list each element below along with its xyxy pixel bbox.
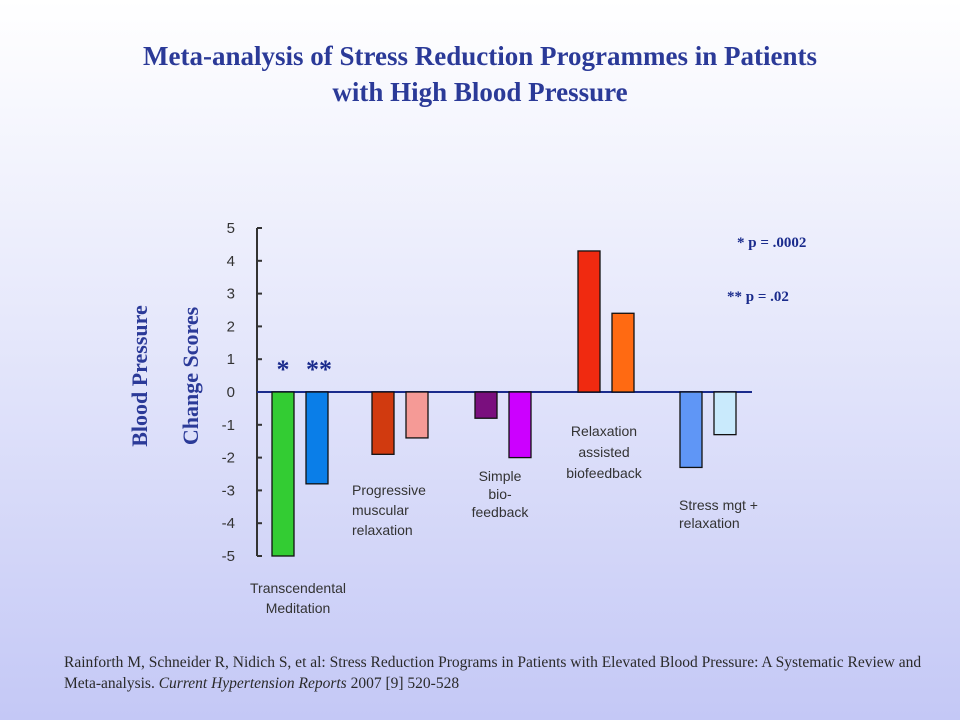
y-axis-label-line: Blood Pressure (127, 305, 152, 447)
group-label-line: feedback (472, 504, 530, 520)
group-label-line: biofeedback (566, 465, 643, 481)
citation: Rainforth M, Schneider R, Nidich S, et a… (64, 652, 934, 694)
bar (611, 312, 635, 393)
y-tick-label: -5 (222, 548, 235, 565)
group-label-line: Transcendental (250, 580, 346, 596)
group-label-line: Stress mgt + (679, 497, 758, 513)
bar (271, 391, 295, 557)
y-tick-label: -2 (222, 450, 235, 467)
significance-marker: * (277, 355, 290, 384)
group-label-line: Meditation (266, 600, 331, 616)
significance-marker: ** (306, 355, 332, 384)
y-tick-label: 3 (227, 286, 235, 303)
y-tick-label: 4 (227, 253, 235, 270)
group-label-line: relaxation (679, 515, 740, 531)
bar (371, 391, 395, 455)
y-tick-label: 1 (227, 351, 235, 368)
group-label-line: bio- (488, 486, 512, 502)
bar (679, 391, 703, 469)
p-value-annotation: ** p = .02 (727, 289, 789, 305)
group-labels: Transcendental Meditation Progressive muscu… (250, 423, 758, 616)
y-tick-label: -1 (222, 417, 235, 434)
bar (474, 391, 498, 419)
bar (508, 391, 532, 459)
citation-text: Rainforth M, Schneider R, Nidich S, et a… (64, 654, 922, 692)
y-axis-label: Blood Pressure Change Scores (127, 305, 203, 447)
group-label-line: relaxation (352, 522, 413, 538)
bar (713, 391, 737, 436)
y-tick-label: -3 (222, 482, 235, 499)
p-value-annotation: * p = .0002 (737, 235, 806, 251)
group-label-line: muscular (352, 502, 409, 518)
y-tick-label: -4 (222, 515, 235, 532)
title-line-1: Meta-analysis of Stress Reduction Progra… (143, 41, 817, 71)
page-title: Meta-analysis of Stress Reduction Progra… (0, 38, 960, 110)
y-tick-label: 0 (227, 384, 235, 401)
y-tick-label: 5 (227, 220, 235, 237)
p-value-annotations: * p = .0002 ** p = .02 (727, 235, 806, 305)
citation-journal: Current Hypertension Reports (158, 675, 347, 692)
bar (405, 391, 429, 439)
title-line-2: with High Blood Pressure (332, 77, 628, 107)
y-axis: 5 4 3 2 1 0 -1 -2 -3 -4 -5 (222, 220, 752, 565)
bar (577, 250, 601, 393)
y-tick-label: 2 (227, 318, 235, 335)
group-label-line: Progressive (352, 482, 426, 498)
group-label-line: Simple (479, 468, 522, 484)
bar (305, 391, 329, 485)
bars (271, 250, 737, 557)
significance-markers: * ** (277, 355, 333, 384)
y-axis-label-line: Change Scores (178, 306, 203, 445)
citation-details: 2007 [9] 520-528 (346, 675, 460, 692)
group-label-line: assisted (578, 444, 629, 460)
group-label-line: Relaxation (571, 423, 637, 439)
